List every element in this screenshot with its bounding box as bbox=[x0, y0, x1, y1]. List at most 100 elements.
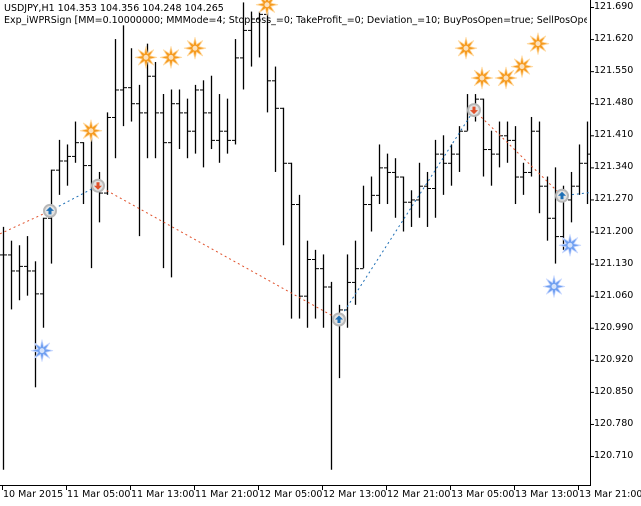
ohlc-bar bbox=[416, 162, 423, 218]
ohlc-bar bbox=[272, 66, 279, 172]
sell-signal-star-icon bbox=[510, 55, 534, 78]
ohlc-bar bbox=[208, 75, 215, 150]
signal-stars bbox=[30, 0, 582, 362]
sell-signal-star-icon bbox=[494, 66, 518, 90]
price-label: 121.130 bbox=[594, 257, 634, 269]
ohlc-bar bbox=[400, 176, 407, 232]
ohlc-bar bbox=[544, 176, 551, 241]
price-label: 121.340 bbox=[594, 161, 634, 173]
ohlc-bar bbox=[408, 190, 415, 227]
ohlc-bar bbox=[568, 171, 575, 223]
ohlc-bar bbox=[128, 48, 135, 122]
sell-signal-star-icon bbox=[183, 37, 207, 60]
ohlc-bar bbox=[384, 153, 391, 205]
ohlc-bar bbox=[376, 144, 383, 205]
ohlc-bar bbox=[176, 89, 183, 150]
ohlc-bar bbox=[168, 89, 175, 278]
time-label: 12 Mar 13:00 bbox=[323, 489, 387, 500]
ohlc-bar bbox=[40, 217, 47, 328]
buy-signal-star-icon bbox=[30, 339, 54, 362]
sell-signal-star-icon bbox=[470, 66, 494, 90]
ohlc-bar bbox=[320, 254, 327, 328]
ohlc-bar bbox=[232, 39, 239, 145]
sell-trade-line bbox=[473, 109, 563, 197]
ohlc-bar bbox=[184, 98, 191, 159]
price-label: 120.710 bbox=[594, 450, 634, 462]
ohlc-bar bbox=[216, 94, 223, 163]
ohlc-bar bbox=[424, 171, 431, 227]
ohlc-bar bbox=[248, 11, 255, 67]
ohlc-bar bbox=[480, 98, 487, 177]
ohlc-bar bbox=[536, 121, 543, 214]
sell-arrow-icon[interactable] bbox=[467, 103, 481, 118]
buy-trade-line bbox=[49, 185, 99, 212]
ohlc-bar bbox=[520, 162, 527, 195]
price-label: 121.550 bbox=[594, 65, 634, 77]
expert-advisor-params: Exp_iWPRSign [MM=0.10000000; MMMode=4; S… bbox=[4, 15, 587, 26]
price-label: 121.620 bbox=[594, 33, 634, 45]
price-label: 121.200 bbox=[594, 225, 634, 237]
ohlc-bar bbox=[64, 144, 71, 186]
ohlc-bar bbox=[512, 126, 519, 205]
ohlc-bar bbox=[304, 240, 311, 328]
ohlc-bar bbox=[360, 185, 367, 270]
sell-signal-star-icon bbox=[159, 46, 183, 69]
price-axis-ticks bbox=[590, 7, 594, 458]
buy-arrow-icon[interactable] bbox=[555, 188, 569, 203]
ohlc-bar bbox=[32, 261, 39, 388]
trade-lines bbox=[0, 109, 591, 320]
time-label: 11 Mar 05:00 bbox=[67, 489, 131, 500]
ohlc-bar bbox=[16, 245, 23, 301]
buy-signal-star-icon bbox=[542, 275, 566, 298]
time-label: 12 Mar 21:00 bbox=[387, 489, 451, 500]
ohlc-bar bbox=[8, 240, 15, 310]
ohlc-bar bbox=[24, 236, 31, 296]
ohlc-bar bbox=[448, 144, 455, 186]
buy-arrow-icon[interactable] bbox=[332, 312, 346, 327]
ohlc-bar bbox=[432, 139, 439, 218]
ohlc-bar bbox=[280, 107, 287, 246]
sell-signal-star-icon bbox=[134, 46, 158, 69]
sell-signal-star-icon bbox=[454, 37, 478, 60]
ohlc-bar bbox=[576, 144, 583, 195]
ohlc-bar bbox=[112, 39, 119, 159]
ohlc-bar bbox=[0, 226, 7, 470]
sell-trade-line bbox=[97, 185, 340, 320]
ohlc-bar bbox=[392, 158, 399, 218]
price-label: 120.920 bbox=[594, 353, 634, 365]
price-label: 121.480 bbox=[594, 97, 634, 109]
ohlc-bar bbox=[224, 98, 231, 154]
ohlc-bar bbox=[552, 167, 559, 264]
price-label: 121.410 bbox=[594, 129, 634, 141]
ohlc-bar bbox=[456, 126, 463, 172]
buy-arrow-icon[interactable] bbox=[43, 203, 57, 218]
ohlc-bar bbox=[312, 249, 319, 319]
time-label: 13 Mar 05:00 bbox=[451, 489, 515, 500]
time-axis-ticks bbox=[2, 485, 579, 490]
price-label: 121.060 bbox=[594, 289, 634, 301]
time-label: 12 Mar 05:00 bbox=[259, 489, 323, 500]
symbol-ohlc-header: USDJPY,H1 104.353 104.356 104.248 104.26… bbox=[4, 3, 224, 14]
ohlc-bar bbox=[136, 84, 143, 237]
ohlc-bar bbox=[56, 139, 63, 195]
ohlc-bars bbox=[0, 2, 591, 470]
ohlc-bar bbox=[440, 135, 447, 195]
time-label: 10 Mar 2015 bbox=[3, 489, 64, 500]
time-label: 13 Mar 13:00 bbox=[515, 489, 579, 500]
sell-trade-line bbox=[0, 210, 51, 235]
time-label: 13 Mar 21:00 bbox=[579, 489, 641, 500]
ohlc-bar bbox=[488, 130, 495, 186]
buy-signal-star-icon bbox=[558, 234, 582, 257]
trade-markers bbox=[43, 103, 569, 327]
price-label: 120.990 bbox=[594, 321, 634, 333]
ohlc-bar bbox=[368, 176, 375, 232]
price-label: 120.850 bbox=[594, 385, 634, 397]
sell-signal-star-icon bbox=[526, 32, 550, 55]
price-label: 121.270 bbox=[594, 193, 634, 205]
sell-signal-star-icon bbox=[255, 0, 279, 16]
ohlc-bar bbox=[200, 80, 207, 168]
price-label: 121.690 bbox=[594, 1, 634, 12]
sell-arrow-icon[interactable] bbox=[91, 178, 105, 193]
